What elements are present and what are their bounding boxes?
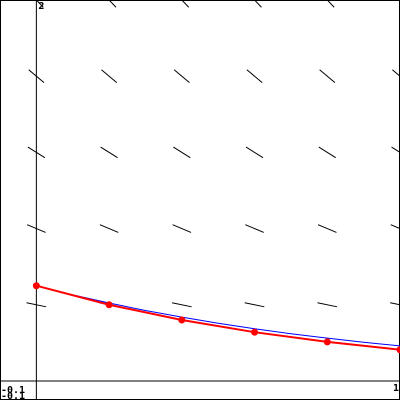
slope-segment <box>108 0 117 8</box>
slope-segment <box>392 69 400 77</box>
slope-segment <box>173 69 190 83</box>
slope-segment <box>172 224 192 233</box>
slope-segment <box>391 146 400 153</box>
slope-segment <box>326 0 335 8</box>
slope-segment <box>317 302 338 308</box>
slope-segment <box>100 146 118 159</box>
slope-segment <box>173 146 191 159</box>
x-tick-label: 1 <box>393 383 399 394</box>
slope-segment <box>253 0 262 8</box>
euler-point <box>178 316 186 324</box>
slope-segment <box>318 146 337 159</box>
slope-segment <box>27 146 46 159</box>
euler-point <box>396 346 400 354</box>
slope-segment <box>246 69 263 83</box>
slope-segment <box>319 69 336 83</box>
solution-curve <box>36 284 400 351</box>
slope-segment <box>245 224 264 233</box>
slope-segment <box>99 224 119 233</box>
euler-point <box>323 338 331 346</box>
slope-segment <box>35 0 44 8</box>
slope-segment <box>181 0 190 8</box>
y-tick-label: -0.1 <box>1 391 25 400</box>
slope-segment <box>101 69 118 83</box>
slope-segment <box>26 302 47 308</box>
x-tick-label: -0.1 <box>1 385 25 396</box>
slope-segment <box>26 224 46 233</box>
slope-segment <box>390 302 400 306</box>
slope-segment <box>317 224 337 233</box>
euler-point <box>32 282 40 290</box>
euler-point <box>251 328 259 336</box>
slope-segment <box>244 302 265 308</box>
y-tick-label: 2 <box>38 1 44 12</box>
slope-segment <box>390 224 400 230</box>
slope-segment <box>171 302 192 308</box>
slope-segment <box>28 69 45 83</box>
euler-point <box>105 301 113 309</box>
solution-curve <box>36 285 400 347</box>
slope-segment <box>245 146 264 159</box>
